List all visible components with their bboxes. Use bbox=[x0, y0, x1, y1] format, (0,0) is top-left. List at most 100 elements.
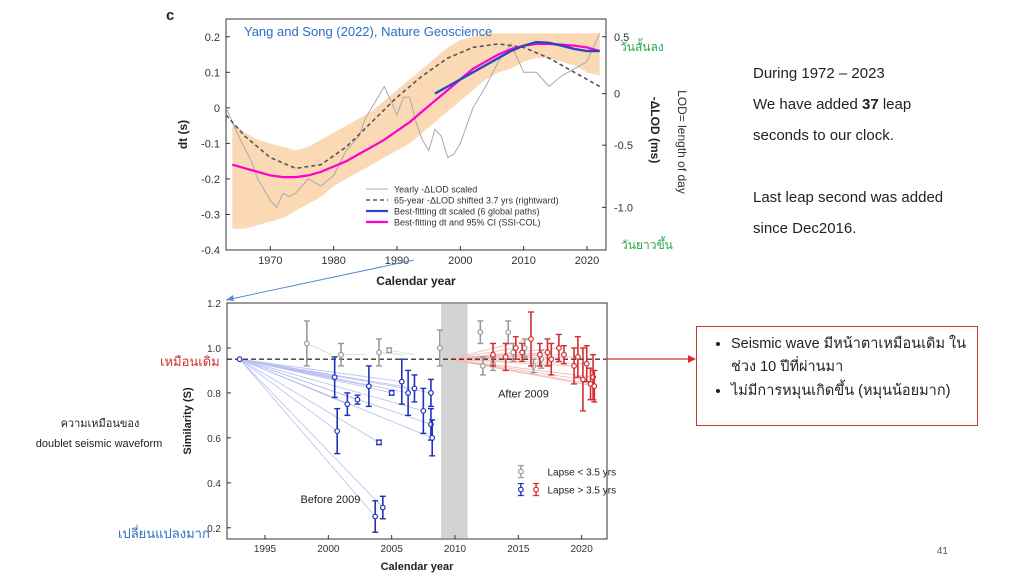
data-point bbox=[372, 513, 379, 520]
pair-line bbox=[306, 343, 333, 356]
y-tick-label: 1.2 bbox=[207, 299, 221, 310]
data-point bbox=[338, 351, 344, 358]
y-tick-label: -0.3 bbox=[201, 209, 220, 221]
data-point bbox=[548, 356, 555, 363]
x-tick-label: 2005 bbox=[381, 544, 404, 555]
data-point bbox=[365, 383, 372, 390]
data-point bbox=[420, 407, 427, 414]
pair-line bbox=[448, 358, 595, 387]
pair-line bbox=[448, 338, 532, 360]
y-tick-label: 0.6 bbox=[207, 434, 221, 445]
legend-label: Best-fitting dt scaled (6 global paths) bbox=[394, 207, 540, 217]
gap-shading bbox=[441, 304, 468, 538]
y-tick-label: 0.8 bbox=[207, 389, 221, 400]
panel-letter: c bbox=[166, 7, 175, 24]
right-axis-outer-label: LOD= length of day bbox=[675, 90, 689, 194]
bottom-chart: 1995 2000 2005 2010 2015 2020 0.2 0.4 0.6 0.8 1.0 1… bbox=[182, 299, 616, 573]
pair-line bbox=[239, 358, 424, 412]
data-point bbox=[411, 385, 418, 392]
ci-band bbox=[232, 33, 600, 229]
legend-label: Lapse > 3.5 yrs bbox=[547, 486, 616, 497]
x-axis-label: Calendar year bbox=[376, 274, 456, 288]
x-tick-label: 1980 bbox=[321, 255, 345, 267]
x-tick-label: 1990 bbox=[385, 255, 409, 267]
pair-line bbox=[448, 358, 594, 378]
x-tick-label: 1970 bbox=[258, 255, 282, 267]
similarity-desc-2: doublet seismic waveform bbox=[35, 438, 163, 450]
pair-line bbox=[239, 358, 402, 383]
series-65yr-lod bbox=[225, 43, 601, 170]
label-after-2009: After 2009 bbox=[498, 388, 549, 400]
data-point bbox=[502, 354, 509, 360]
y-tick-label: 1.0 bbox=[207, 344, 221, 355]
y-tick-label: 0.2 bbox=[205, 32, 220, 44]
series-yearly-lod bbox=[225, 32, 601, 209]
pair-line bbox=[239, 358, 433, 439]
label-before-2009: Before 2009 bbox=[300, 494, 360, 506]
legend-marker bbox=[533, 486, 539, 493]
pair-line bbox=[439, 347, 466, 356]
y-axis-label: Similarity (S) bbox=[182, 387, 194, 455]
data-point bbox=[388, 390, 395, 396]
annotation-days-longer: วันยาวขึ้น bbox=[621, 236, 673, 252]
data-point bbox=[376, 349, 382, 356]
data-point bbox=[428, 390, 434, 396]
notes-text: During 1972 – 2023 We have added 37 leap… bbox=[753, 58, 1013, 244]
notes-line-1: During 1972 – 2023 bbox=[753, 65, 885, 82]
data-point bbox=[544, 349, 551, 356]
pair-line bbox=[239, 358, 376, 517]
data-point bbox=[344, 401, 351, 408]
data-point bbox=[505, 329, 512, 336]
leap-second-count: 37 bbox=[861, 96, 879, 113]
x-tick-label: 2020 bbox=[571, 544, 594, 555]
data-point bbox=[490, 351, 496, 358]
y-tick-label: -0.2 bbox=[201, 174, 220, 186]
y-axis-label: dt (s) bbox=[176, 120, 190, 149]
notes-line-3: seconds to our clock. bbox=[753, 127, 894, 144]
notes-line-4: Last leap second was added bbox=[753, 189, 944, 206]
data-point bbox=[512, 345, 519, 351]
right-tick-label: 0 bbox=[614, 89, 620, 101]
pair-line bbox=[448, 358, 575, 367]
callout-box: Seismic wave มีหน้าตาเหมือนเดิม ในช่วง 1… bbox=[696, 326, 978, 426]
data-point bbox=[528, 336, 534, 342]
pair-line bbox=[378, 352, 405, 356]
data-point bbox=[555, 345, 562, 351]
right-tick-label: -1.0 bbox=[614, 202, 633, 214]
x-axis-label: Calendar year bbox=[381, 561, 454, 573]
page-number: 41 bbox=[936, 546, 948, 557]
data-point bbox=[583, 360, 590, 367]
chart-title: Yang and Song (2022), Nature Geoscience bbox=[244, 24, 492, 39]
right-tick-label: -0.5 bbox=[614, 140, 633, 152]
data-point bbox=[536, 351, 543, 358]
pair-line bbox=[239, 358, 380, 443]
same-label: เหมือนเดิม bbox=[160, 354, 220, 369]
data-point bbox=[405, 390, 412, 396]
callout-arrowhead bbox=[688, 355, 696, 363]
data-point bbox=[376, 439, 382, 446]
data-point bbox=[519, 349, 526, 356]
data-point bbox=[580, 376, 586, 383]
pair-line bbox=[239, 358, 384, 508]
y-tick-label: 0.2 bbox=[207, 524, 221, 535]
notes-line-5: since Dec2016. bbox=[753, 220, 857, 237]
data-point bbox=[436, 345, 443, 351]
pair-line bbox=[448, 347, 516, 360]
x-tick-label: 2010 bbox=[444, 544, 467, 555]
data-point bbox=[334, 428, 341, 435]
similarity-desc-1: ความเหมือนของ bbox=[60, 418, 140, 430]
legend-label: 65-year -ΔLOD shifted 3.7 yrs (rightward… bbox=[394, 196, 559, 206]
data-point bbox=[331, 374, 338, 381]
pair-line bbox=[239, 358, 338, 432]
top-chart: 1970 1980 1990 2000 2010 2020 -0.4 -0.3 -0.2 -0.1… bbox=[176, 24, 689, 288]
legend-label: Yearly -ΔLOD scaled bbox=[394, 185, 477, 195]
data-point bbox=[477, 329, 484, 336]
changed-label: เปลี่ยนแปลงมาก bbox=[118, 526, 210, 541]
legend-marker bbox=[517, 468, 524, 475]
series-global-paths bbox=[434, 40, 600, 95]
data-point bbox=[429, 434, 436, 441]
series-ssi-col bbox=[232, 42, 601, 179]
data-point bbox=[236, 356, 243, 363]
x-tick-label: 2000 bbox=[317, 544, 340, 555]
